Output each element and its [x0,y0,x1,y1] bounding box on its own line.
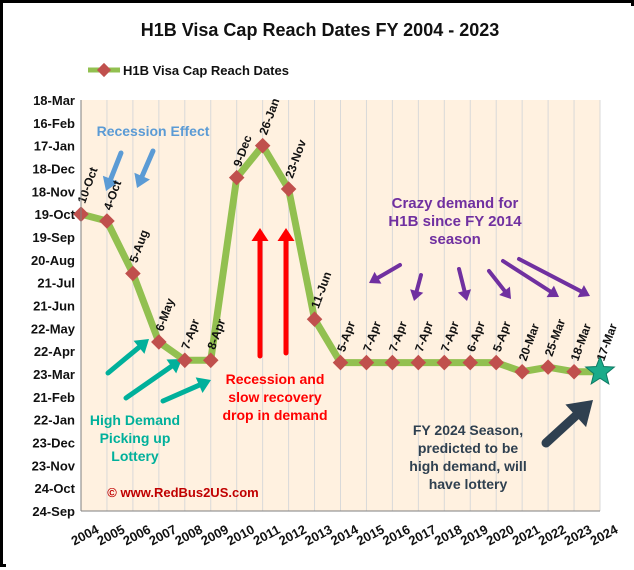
y-tick-label: 22-May [31,321,76,336]
annotation-recession-recovery: Recession and [226,371,325,387]
legend-label: H1B Visa Cap Reach Dates [123,63,289,78]
annotation-arrow [501,259,553,294]
y-tick-label: 22-Apr [34,344,75,359]
annotation-arrowhead [369,271,382,284]
y-tick-label: 18-Mar [33,93,75,108]
annotation-arrow [457,267,467,293]
annotation-arrow [414,273,423,293]
annotation-arrowhead [410,289,424,301]
y-tick-label: 22-Jan [34,413,75,428]
annotation-arrow [105,344,142,376]
annotation-high-demand: High Demand [90,412,180,428]
annotation-arrowhead [133,339,149,354]
annotation-crazy-demand: season [429,231,481,248]
annotation-arrowhead [251,228,269,241]
annotation-recession-effect: Recession Effect [97,123,210,139]
data-point [280,181,297,197]
annotation-arrow [123,363,174,401]
y-tick-label: 21-Feb [33,390,75,405]
annotation-crazy-demand: Crazy demand for [392,195,519,212]
data-point-star [584,355,616,386]
annotation-arrows [102,148,593,448]
source-credit: © www.RedBus2US.com [107,485,258,500]
y-tick-label: 23-Nov [32,458,76,473]
data-point [228,169,245,186]
annotation-arrowhead [457,289,472,301]
data-point [202,352,219,369]
y-tick-label: 18-Nov [32,184,76,199]
annotation-arrow [487,269,507,293]
y-tick-label: 21-Jun [33,299,75,314]
annotation-high-demand: Picking up [100,430,171,446]
annotation-arrowhead [565,400,593,428]
y-tick-label: 23-Mar [33,367,75,382]
grid-lines [80,100,601,511]
y-tick-label: 19-Sep [32,230,75,245]
annotation-fy2024: predicted to be [418,440,519,456]
annotation-arrow [517,257,583,294]
chart-title: H1B Visa Cap Reach Dates FY 2004 - 2023 [141,20,500,40]
annotation-arrow [541,411,581,448]
y-tick-label: 16-Feb [33,116,75,131]
annotation-fy2024: high demand, will [409,458,526,474]
annotation-fy2024: FY 2024 Season, [413,422,523,438]
annotation-arrowhead [102,175,119,191]
y-tick-label: 20-Aug [31,253,75,268]
y-tick-label: 24-Sep [32,504,75,519]
annotation-arrow [108,150,124,182]
annotation-arrow [160,382,202,404]
annotation-arrowhead [546,285,559,298]
annotation-arrow [375,263,402,280]
annotation-arrowhead [577,285,590,298]
chart-svg: H1B Visa Cap Reach Dates FY 2004 - 2023 … [6,6,634,567]
annotation-arrowhead [195,377,211,393]
annotation-arrowhead [499,286,511,299]
y-tick-label: 18-Dec [32,162,75,177]
annotation-arrowhead [166,359,182,374]
y-tick-label: 19-Oct [35,207,76,222]
data-point [254,137,271,154]
annotation-fy2024: have lottery [429,476,508,492]
annotation-recession-recovery: drop in demand [223,407,328,423]
y-tick-label: 17-Jan [34,139,75,154]
annotation-arrowhead [134,172,150,188]
y-tick-label: 21-Jul [37,276,75,291]
data-point [151,334,167,350]
annotation-arrow [139,148,156,179]
annotation-arrowhead [277,228,295,241]
data-point [177,352,193,369]
data-point [99,213,115,229]
annotation-high-demand: Lottery [111,448,159,464]
y-tick-label: 24-Oct [35,481,76,496]
annotation-crazy-demand: H1B since FY 2014 [388,213,522,230]
annotation-recession-recovery: slow recovery [228,389,322,405]
y-tick-label: 23-Dec [32,436,75,451]
